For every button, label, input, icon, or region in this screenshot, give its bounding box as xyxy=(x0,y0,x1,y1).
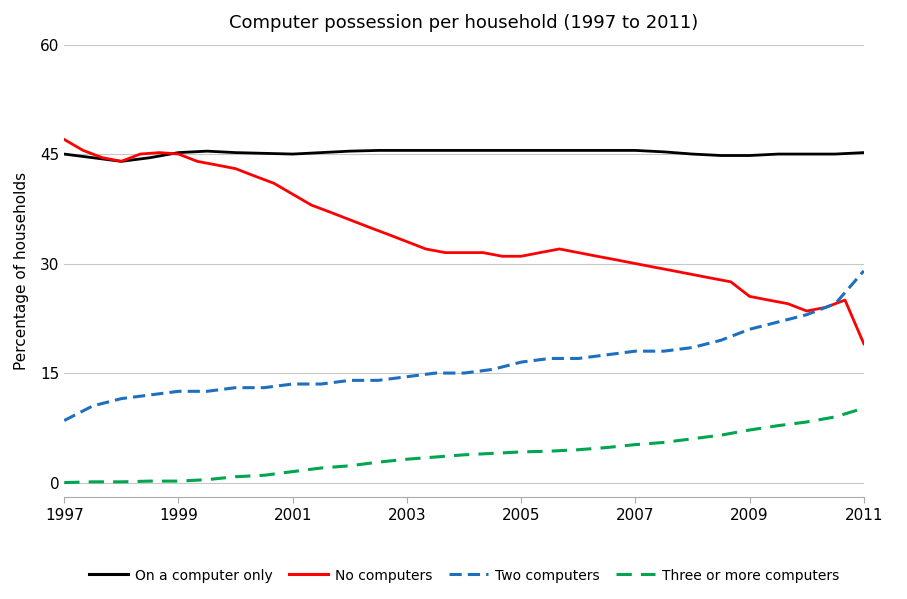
Y-axis label: Percentage of households: Percentage of households xyxy=(14,172,29,370)
Title: Computer possession per household (1997 to 2011): Computer possession per household (1997 … xyxy=(229,14,698,32)
Legend: On a computer only, No computers, Two computers, Three or more computers: On a computer only, No computers, Two co… xyxy=(83,563,844,588)
